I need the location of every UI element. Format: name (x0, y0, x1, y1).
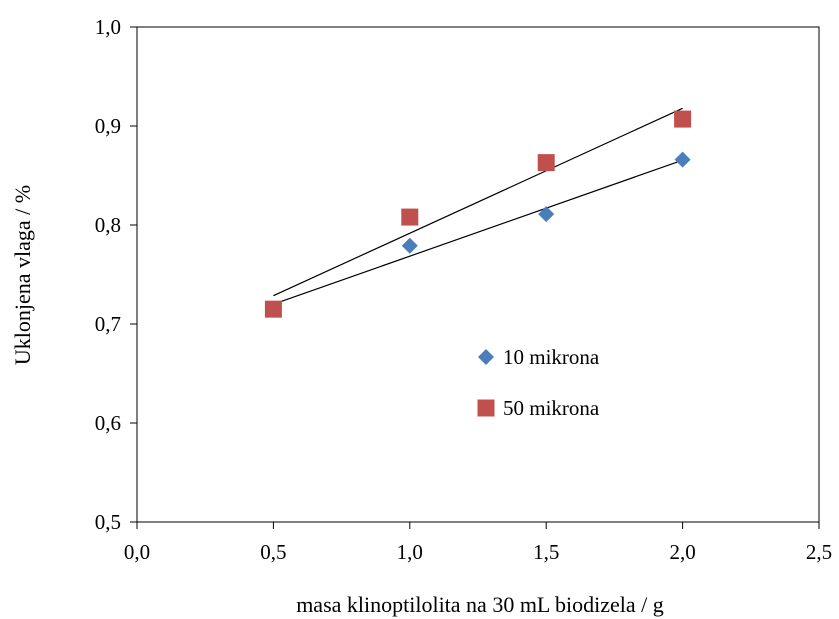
y-axis-title: Uklonjena vlaga / % (10, 185, 35, 365)
legend-label: 50 mikrona (503, 396, 600, 420)
y-tick-label: 0,8 (95, 213, 121, 237)
data-point-diamond (401, 237, 418, 254)
y-tick-label: 0,7 (95, 312, 121, 336)
data-point-square (264, 300, 282, 318)
trend-lines (273, 107, 683, 305)
plot-border (136, 26, 820, 523)
data-point-diamond (674, 151, 691, 168)
x-tick-label: 1,5 (533, 540, 559, 564)
x-tick-label: 1,0 (397, 540, 423, 564)
y-tick-label: 1,0 (95, 15, 121, 39)
x-tick-label: 2,5 (806, 540, 832, 564)
data-point-diamond (538, 206, 555, 223)
y-tick-label: 0,5 (95, 510, 121, 534)
x-axis: 0,0 0,5 1,0 1,5 2,0 2,5 (124, 522, 832, 564)
legend-marker (477, 399, 495, 417)
legend-marker (478, 349, 494, 365)
data-point-square (401, 208, 419, 226)
x-axis-title: masa klinoptilolita na 30 mL biodizela /… (296, 592, 664, 617)
legend-label: 10 mikrona (503, 345, 600, 369)
y-axis: 0,5 0,6 0,7 0,8 0,9 1,0 (95, 15, 137, 534)
legend: 10 mikrona 50 mikrona (477, 345, 600, 420)
x-tick-label: 2,0 (669, 540, 695, 564)
data-point-square (674, 110, 692, 128)
x-tick-label: 0,5 (260, 540, 286, 564)
x-tick-label: 0,0 (124, 540, 150, 564)
data-markers (264, 110, 692, 318)
trend-line (273, 159, 683, 305)
trend-line (273, 107, 683, 297)
plot-area (136, 26, 820, 523)
data-point-square (537, 154, 555, 172)
y-tick-label: 0,6 (95, 411, 121, 435)
y-tick-label: 0,9 (95, 114, 121, 138)
